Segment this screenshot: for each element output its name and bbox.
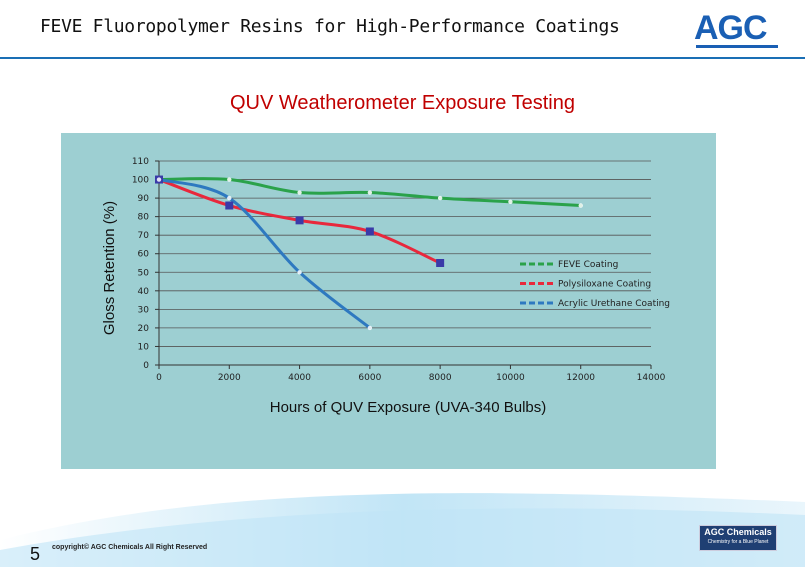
slide-number: 5 [30,544,41,564]
data-point-marker [227,195,232,201]
y-tick-labels: 0 10 20 30 40 50 60 70 80 90 100 110 [132,157,149,371]
x-tick-label: 8000 [429,373,452,383]
grid-lines [159,160,651,347]
x-tick-label: 4000 [288,373,311,383]
x-tick-label: 2000 [218,373,241,383]
y-tick-label: 80 [138,213,150,223]
y-tick-label: 90 [138,194,150,204]
series-markers [155,175,583,331]
agc-logo: AGC [694,9,768,47]
y-axis-title: Gloss Retention (%) [101,201,118,335]
y-tick-label: 10 [138,342,150,352]
data-point-marker [295,216,304,225]
chart-title: QUV Weatherometer Exposure Testing [230,92,575,114]
data-point-marker [156,177,162,182]
x-tick-label: 10000 [496,373,525,383]
data-point-marker [367,190,373,195]
logo-underline [696,45,778,48]
x-tick-label: 12000 [566,373,595,383]
data-point-marker [367,325,373,331]
x-tick-label: 0 [156,373,162,383]
data-point-marker [225,201,234,210]
series-lines [157,177,583,330]
y-tick-label: 50 [138,268,150,278]
header-divider [0,57,805,59]
data-point-marker [227,177,232,182]
x-axis-title: Hours of QUV Exposure (UVA-340 Bulbs) [270,399,547,416]
data-point-marker [297,190,302,195]
data-point-marker [578,203,583,208]
data-point-marker [437,195,443,201]
data-point-marker [297,270,302,275]
chart-axes [155,160,652,369]
agc-chemicals-badge: AGC Chemicals Chemistry for a Blue Plane… [699,525,777,551]
x-tick-label: 6000 [358,373,381,383]
y-tick-label: 0 [143,361,149,371]
series-line-3 [157,178,372,330]
y-tick-label: 60 [138,250,150,260]
y-tick-label: 40 [138,287,150,297]
slide-title: FEVE Fluoropolymer Resins for High-Perfo… [40,16,620,37]
y-tick-label: 30 [138,305,150,315]
badge-tagline: Chemistry for a Blue Planet [707,539,769,545]
chart-legend: FEVE Coating Polysiloxane Coating Acrylic … [520,260,670,309]
data-point-marker [508,199,513,204]
y-tick-label: 70 [138,231,150,241]
x-tick-label: 14000 [637,373,666,383]
y-tick-label: 110 [132,157,149,167]
copyright-text: copyright© AGC Chemicals All Right Reser… [52,544,208,551]
badge-title: AGC Chemicals [704,527,772,537]
data-point-marker [436,259,445,267]
legend-label: Polysiloxane Coating [558,280,651,290]
legend-label: FEVE Coating [558,260,618,270]
footer-wave-graphic [0,493,805,567]
plot-area-background [61,133,716,469]
x-tick-labels: 0 2000 4000 6000 8000 10000 12000 14000 [156,373,665,383]
y-tick-label: 20 [138,324,150,334]
y-tick-label: 100 [132,176,149,186]
data-point-marker [365,227,374,236]
legend-label: Acrylic Urethane Coating [558,299,670,309]
